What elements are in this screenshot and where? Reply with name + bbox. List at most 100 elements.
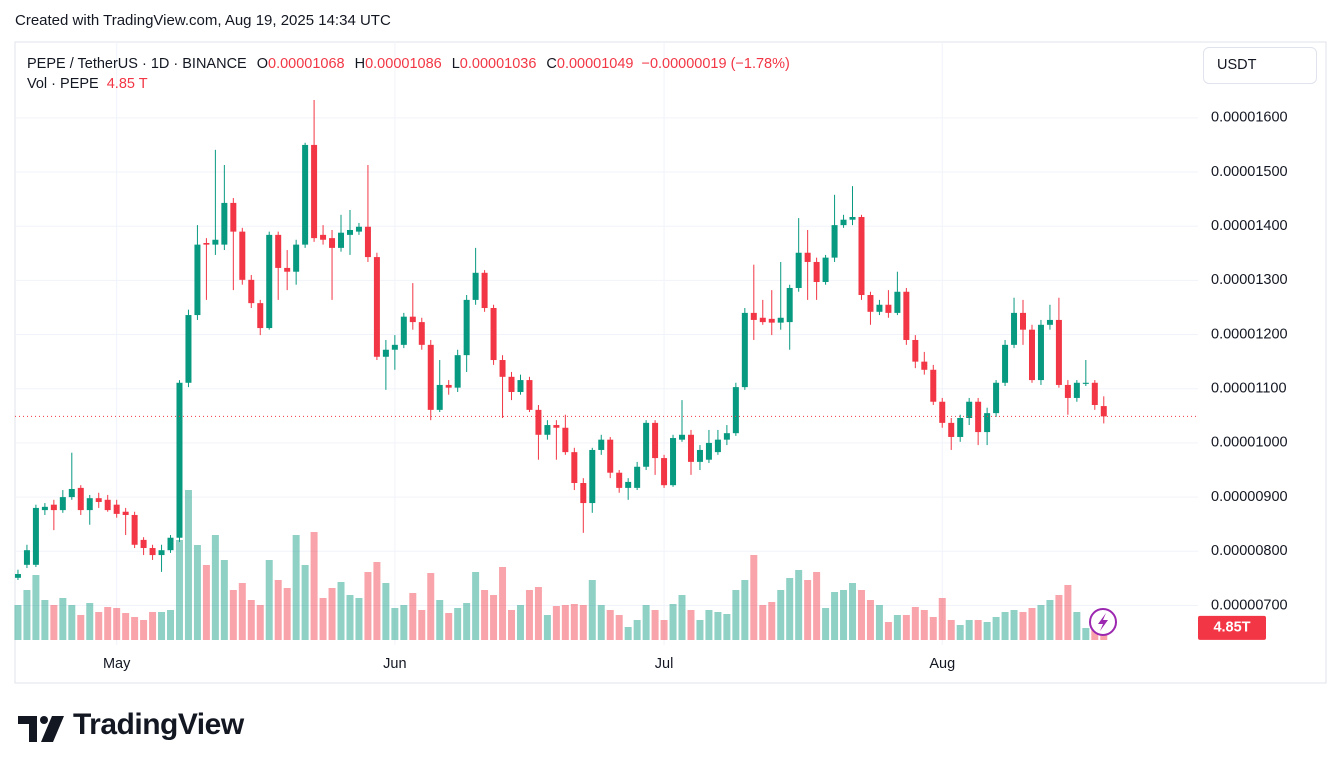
ohlc-prefix: L <box>451 56 460 72</box>
candle-body <box>750 312 757 320</box>
volume-bar <box>32 575 40 640</box>
candle-body <box>759 317 766 323</box>
y-tick-label: 0.00000900 <box>1211 489 1288 505</box>
grid <box>15 42 1198 645</box>
volume-bar <box>660 620 668 640</box>
volume-value: 4.85 T <box>106 76 148 92</box>
volume-bar <box>490 595 498 640</box>
candle-body <box>580 483 587 504</box>
candle-body <box>571 452 578 484</box>
volume-bar <box>795 570 803 640</box>
candle-body <box>975 401 982 433</box>
volume-bar <box>687 610 695 640</box>
candle-body <box>598 439 605 450</box>
candle-body <box>445 384 452 388</box>
candle-body <box>176 382 183 538</box>
ohlc-value: 0.00001036 <box>459 56 537 72</box>
candle-body <box>1037 324 1044 381</box>
volume-bar <box>678 595 686 640</box>
volume-bar <box>274 580 282 640</box>
volume-bar <box>714 612 722 640</box>
caption: Created with TradingView.com, Aug 19, 20… <box>15 12 391 29</box>
volume-bar <box>696 620 704 640</box>
volume-bar <box>445 613 453 640</box>
candle-body <box>329 238 336 248</box>
volume-bar <box>229 590 237 640</box>
candle-body <box>849 216 856 220</box>
volume-bar <box>301 565 309 640</box>
volume-bar <box>220 560 228 640</box>
volume-bar <box>516 605 524 640</box>
volume-bar <box>193 545 201 640</box>
candle-body <box>696 449 703 462</box>
y-tick-label: 0.00001100 <box>1211 381 1287 397</box>
candle-body <box>77 487 84 511</box>
candle-body <box>427 344 434 410</box>
volume-bar <box>624 627 632 640</box>
candle-body <box>221 202 228 245</box>
y-tick-label: 0.00000800 <box>1211 543 1288 559</box>
volume-bar <box>561 605 569 640</box>
candle-body <box>1073 382 1080 398</box>
candle-body <box>813 261 820 283</box>
candle-body <box>885 304 892 313</box>
brand: TradingView <box>73 708 244 741</box>
candle-body <box>257 303 264 329</box>
legend: PEPE / TetherUS · 1D · BINANCE O 0.00001… <box>27 54 790 94</box>
ohlc-value: 0.00001049 <box>556 56 634 72</box>
candle-body <box>409 316 416 323</box>
volume-bar <box>1046 600 1054 640</box>
volume-bar <box>813 572 821 640</box>
candle-body <box>670 438 677 486</box>
volume-bar <box>893 615 901 640</box>
volume-badge <box>1198 615 1266 640</box>
volume-bar <box>938 598 946 640</box>
y-tick-label: 0.00001200 <box>1211 326 1288 342</box>
candle-body <box>275 234 282 268</box>
volume-bar <box>759 605 767 640</box>
volume-bar <box>346 595 354 640</box>
candle-body <box>131 514 138 545</box>
volume-bar <box>418 610 426 640</box>
volume-bar <box>211 535 219 640</box>
candle-body <box>338 232 345 248</box>
volume-bar <box>911 607 919 640</box>
volume-bar <box>552 606 560 640</box>
currency-button[interactable]: USDT <box>1203 47 1317 84</box>
y-tick-label: 0.00001600 <box>1211 110 1288 126</box>
candle-body <box>1020 312 1027 330</box>
candle-body <box>454 355 461 388</box>
candle-body <box>346 229 353 235</box>
candle-body <box>1002 344 1009 383</box>
candle-body <box>858 216 865 296</box>
volume-bar <box>436 600 444 640</box>
candle-body <box>741 312 748 388</box>
candle-body <box>248 279 255 304</box>
candle-body <box>149 548 156 556</box>
volume-bar <box>606 610 614 640</box>
logo-mark <box>18 716 37 742</box>
candle-body <box>266 234 273 329</box>
volume-bar <box>849 583 857 640</box>
volume-bar <box>633 620 641 640</box>
volume-bar <box>956 625 964 640</box>
volume-bar <box>1055 595 1063 640</box>
candle-body <box>777 317 784 323</box>
candle-body <box>553 425 560 428</box>
candle-body <box>634 466 641 488</box>
x-tick-label: Aug <box>929 656 955 672</box>
volume-bar <box>50 605 58 640</box>
volume-bar <box>409 593 417 640</box>
candle-body <box>517 380 524 392</box>
candle-body <box>418 322 425 345</box>
volume-bar <box>651 610 659 640</box>
candle-body <box>768 318 775 323</box>
symbol-title: PEPE / TetherUS · 1D · BINANCE <box>27 56 247 72</box>
volume-bar <box>140 620 148 640</box>
volume-bar <box>992 617 1000 640</box>
volume-bar <box>929 617 937 640</box>
candle-body <box>14 574 21 578</box>
candle-body <box>1011 312 1018 345</box>
